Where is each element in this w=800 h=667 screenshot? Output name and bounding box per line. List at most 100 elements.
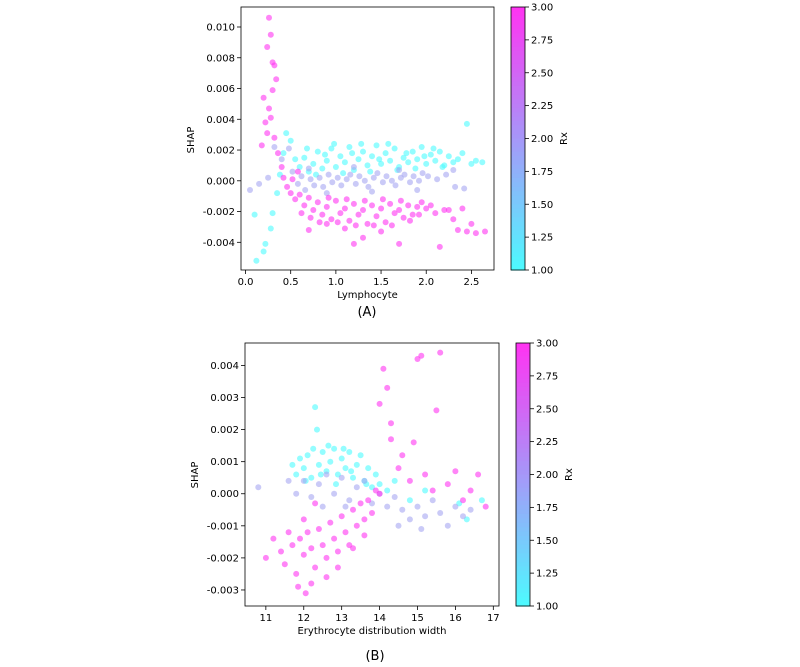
data-point — [409, 148, 416, 155]
data-point — [450, 159, 457, 166]
data-point — [311, 182, 318, 189]
data-point — [325, 442, 332, 449]
data-point — [397, 197, 404, 204]
data-point — [365, 183, 372, 190]
data-point — [360, 234, 366, 241]
colorbar-tick-label: 1.50 — [531, 200, 553, 211]
colorbar-segment — [516, 408, 530, 414]
data-point — [278, 548, 284, 555]
data-point — [454, 227, 461, 233]
data-point — [300, 465, 307, 472]
colorbar-segment — [516, 356, 530, 362]
data-point — [292, 196, 299, 203]
y-tick-label: 0.010 — [206, 22, 235, 33]
data-point — [475, 471, 482, 478]
colorbar-segment — [511, 37, 525, 43]
data-point — [331, 445, 338, 452]
data-point — [459, 205, 466, 212]
y-axis-label: SHAP — [186, 127, 197, 154]
data-point — [304, 529, 311, 536]
data-point — [396, 207, 403, 213]
data-point — [423, 205, 430, 212]
data-point — [267, 225, 274, 232]
colorbar: 3.00 2.75 2.50 2.25 2.00 1.75 1.50 1.25 1.00 Rx — [515, 339, 575, 613]
data-point — [385, 140, 392, 147]
x-tick-label: 1.5 — [373, 277, 389, 288]
data-point — [331, 535, 338, 542]
colorbar-segment — [516, 351, 530, 357]
x-tick-label: 0.5 — [283, 277, 299, 288]
data-point — [376, 481, 383, 488]
y-tick-label: 0.006 — [206, 84, 235, 95]
colorbar-segment — [516, 509, 530, 515]
data-point — [384, 487, 391, 494]
data-point — [323, 220, 330, 227]
data-point — [298, 173, 305, 180]
colorbar-segment — [516, 448, 530, 454]
data-point — [337, 210, 344, 217]
data-point — [297, 455, 303, 462]
colorbar-segment — [511, 151, 525, 157]
colorbar-segment — [516, 562, 530, 568]
data-point — [280, 150, 287, 157]
data-point — [467, 487, 474, 494]
data-point — [479, 159, 486, 166]
colorbar-segment — [516, 391, 530, 397]
data-point — [317, 471, 324, 478]
data-point — [399, 506, 406, 513]
x-tick-label: 1.0 — [328, 277, 344, 288]
colorbar-segment — [516, 500, 530, 506]
data-point — [329, 179, 336, 186]
colorbar-segment — [511, 68, 525, 74]
data-point — [388, 420, 394, 427]
data-point — [340, 445, 347, 452]
series-rx-3 — [258, 14, 488, 250]
colorbar-segment — [511, 11, 525, 17]
data-point — [287, 190, 294, 197]
series-rx-2 — [247, 144, 468, 197]
colorbar-segment — [516, 378, 530, 384]
colorbar-segment — [516, 505, 530, 511]
colorbar-segment — [511, 204, 525, 210]
colorbar-segment — [511, 125, 525, 131]
data-point — [360, 207, 366, 213]
data-point — [414, 187, 421, 193]
data-point — [319, 542, 326, 549]
data-point — [391, 494, 398, 500]
data-point — [312, 404, 319, 411]
data-point — [310, 207, 317, 213]
data-point — [271, 62, 278, 69]
colorbar-segment — [516, 527, 530, 533]
colorbar-segment — [511, 63, 525, 69]
data-point — [401, 171, 408, 178]
data-point — [340, 170, 347, 177]
data-point — [421, 153, 428, 160]
colorbar-segment — [516, 386, 530, 392]
colorbar-tick-label: 2.00 — [531, 134, 553, 145]
colorbar-tick-label: 3.00 — [536, 339, 558, 350]
colorbar-tick-label: 2.75 — [531, 35, 553, 46]
data-point — [445, 153, 452, 160]
colorbar-segment — [511, 230, 525, 236]
x-tick-label: 16 — [449, 613, 462, 624]
data-point — [325, 194, 332, 201]
data-point — [304, 145, 310, 152]
data-point — [454, 156, 461, 163]
data-point — [289, 168, 296, 175]
colorbar-segment — [516, 557, 530, 563]
colorbar-segment — [511, 195, 525, 201]
data-point — [364, 162, 371, 169]
data-point — [406, 477, 413, 484]
colorbar-segment — [511, 112, 525, 118]
data-point — [327, 519, 334, 526]
data-point — [399, 452, 406, 459]
data-point — [334, 174, 341, 181]
colorbar-segment — [516, 456, 530, 462]
data-point — [315, 526, 322, 532]
data-point — [369, 510, 375, 516]
data-point — [382, 150, 389, 157]
data-point — [331, 140, 338, 147]
data-point — [376, 400, 383, 407]
data-point — [264, 44, 271, 50]
colorbar-segment — [511, 173, 525, 179]
